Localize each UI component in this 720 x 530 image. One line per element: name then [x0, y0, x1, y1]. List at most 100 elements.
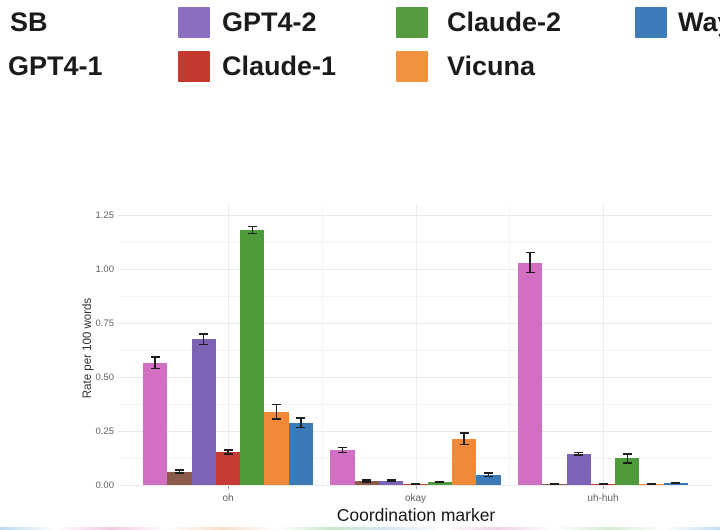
error-bar-wayf-oh [300, 417, 302, 429]
error-bar-cap-top [459, 432, 469, 434]
error-bar-cap-top [574, 451, 584, 454]
error-bar-claude-2-oh [251, 225, 254, 235]
error-bar-gpt4-2-uh-huh [577, 451, 580, 456]
x-tick-mark [603, 486, 604, 489]
error-bar-cap-top [622, 453, 632, 455]
error-bar-sb-oh [154, 356, 156, 370]
gridline-major-vertical [603, 204, 604, 485]
bar-wayf-uh-huh [663, 483, 689, 485]
error-bar-wayf-okay [487, 472, 490, 478]
x-axis-title: Coordination marker [336, 505, 496, 525]
gridline-major [118, 377, 713, 378]
y-tick-label: 0.50 [95, 372, 115, 383]
bar-gpt4-1-oh [167, 471, 192, 485]
legend-swatch-claude-2 [396, 7, 428, 38]
error-bar-cap-bottom [362, 481, 372, 483]
cropped-bottom-strip [0, 527, 720, 530]
error-bar-cap-top [223, 449, 233, 451]
legend-label-gpt4-2: GPT4-2 [222, 7, 317, 37]
error-bar-sb-uh-huh [529, 251, 531, 274]
bar-claude-1-oh [215, 451, 241, 485]
error-bar-cap-bottom [459, 443, 469, 446]
error-bar-vicuna-okay [463, 432, 465, 446]
gridline-minor-vertical [321, 204, 323, 485]
y-tick-label: 1.25 [95, 210, 115, 221]
bar-wayf-oh [288, 422, 314, 485]
gridline-major [118, 215, 713, 216]
error-bar-cap-top [338, 446, 348, 449]
error-bar-cap-bottom [549, 483, 559, 485]
error-bar-cap-top [483, 472, 493, 474]
error-bar-cap-bottom [622, 462, 632, 464]
gridline-major [118, 323, 713, 324]
error-bar-cap-top [525, 251, 535, 254]
error-bar-cap-bottom [199, 343, 209, 346]
bar-claude-2-oh [240, 230, 265, 485]
error-bar-cap-bottom [435, 481, 445, 484]
gridline-major-vertical [228, 204, 229, 485]
x-tick-mark [415, 486, 417, 489]
gridline-major-vertical [415, 204, 417, 485]
legend-label-vicuna: Vicuna [447, 51, 536, 81]
error-bar-vicuna-oh [275, 403, 278, 420]
bar-gpt4-2-oh [191, 339, 216, 485]
error-bar-cap-bottom [272, 418, 282, 420]
bar-gpt4-2-uh-huh [566, 453, 591, 485]
bar-sb-okay [330, 449, 355, 485]
error-bar-sb-okay [341, 446, 344, 454]
error-bar-cap-top [247, 225, 257, 228]
y-tick-label: 1.00 [95, 264, 115, 275]
gridline-major [118, 431, 713, 432]
error-bar-gpt4-1-oh [178, 469, 181, 474]
error-bar-cap-bottom [598, 483, 608, 485]
x-tick-label-oh: oh [222, 493, 234, 504]
error-bar-gpt4-2-oh [202, 333, 205, 346]
y-tick-label: 0.00 [95, 480, 115, 491]
legend-swatch-gpt4-2 [178, 7, 210, 38]
error-bar-cap-bottom [411, 483, 420, 485]
error-bar-cap-bottom [174, 472, 184, 474]
gridline-major [118, 485, 713, 486]
error-bar-cap-top [174, 469, 184, 471]
error-bar-gpt4-1-okay [366, 479, 368, 483]
error-bar-cap-top [362, 479, 372, 481]
error-bar-cap-bottom [574, 454, 584, 456]
error-bar-cap-top [296, 417, 306, 419]
legend-label-claude-1: Claude-1 [222, 51, 337, 81]
error-bar-cap-bottom [150, 367, 160, 370]
error-bar-cap-top [386, 479, 396, 481]
legend-label-claude-2: Claude-2 [447, 7, 562, 37]
legend-label-wayf: Wayf [678, 7, 720, 37]
error-bar-cap-bottom [483, 475, 493, 478]
error-bar-cap-bottom [525, 271, 535, 274]
x-tick-label-uh-huh: uh-huh [587, 493, 619, 504]
x-tick-mark [228, 486, 229, 489]
legend-swatch-vicuna [396, 51, 428, 82]
y-tick-label: 0.75 [95, 318, 115, 329]
bar-vicuna-okay [451, 438, 477, 485]
gridline-minor-vertical [509, 204, 511, 485]
error-bar-cap-top [272, 403, 282, 406]
error-bar-cap-bottom [296, 426, 306, 429]
bar-vicuna-oh [264, 411, 289, 485]
legend-swatch-claude-1 [178, 51, 210, 82]
legend-label-sb: SB [10, 7, 48, 37]
bar-claude-2-okay [427, 481, 452, 485]
legend-label-gpt4-1: GPT4-1 [8, 51, 103, 81]
bar-wayf-okay [476, 474, 501, 485]
y-axis-title: Rate per 100 words [82, 297, 94, 399]
error-bar-cap-bottom [671, 482, 681, 484]
error-bar-cap-bottom [386, 480, 396, 482]
error-bar-claude-2-uh-huh [626, 453, 629, 464]
error-bar-claude-1-oh [227, 449, 229, 455]
error-bar-cap-bottom [223, 453, 233, 455]
error-bar-cap-bottom [247, 232, 257, 235]
x-tick-label-okay: okay [404, 493, 427, 504]
error-bar-cap-bottom [338, 451, 348, 454]
error-bar-cap-top [199, 333, 209, 335]
gridline-major [118, 269, 713, 270]
error-bar-cap-bottom [647, 482, 657, 485]
y-tick-label: 0.25 [95, 426, 115, 437]
bar-sb-uh-huh [517, 262, 543, 485]
